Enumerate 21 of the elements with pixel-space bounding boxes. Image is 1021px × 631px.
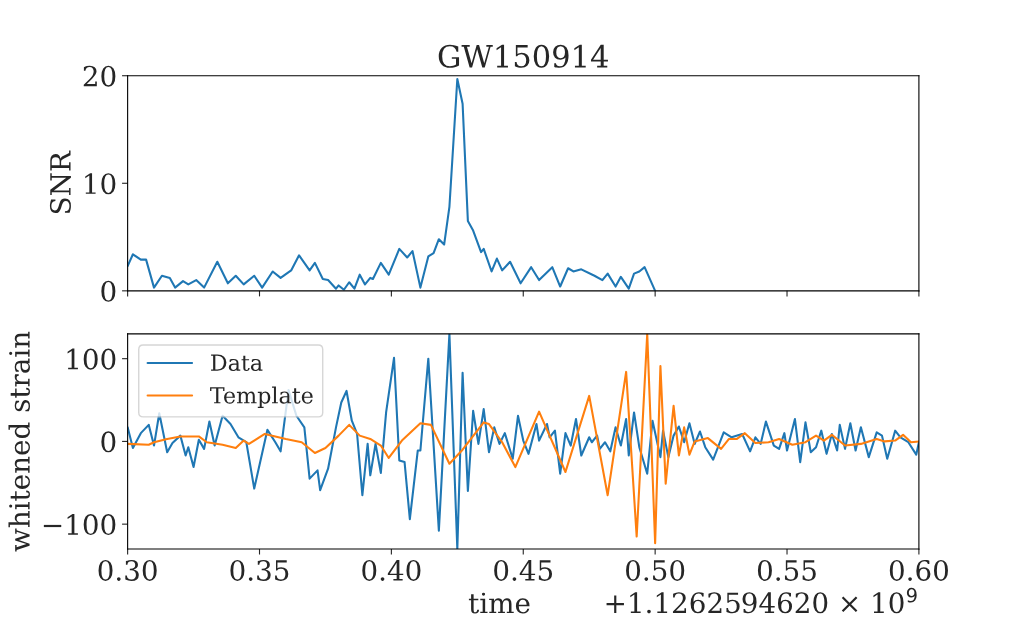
chart-title: GW150914 [438,44,608,68]
x-tick-label: 0.50 [626,559,685,581]
y-axis-title: SNR [49,150,71,214]
y-tick-label: 0 [101,280,116,302]
x-tick-label: 0.55 [757,559,816,581]
y-tick-label: −100 [43,514,116,536]
y-axis-title: whitened strain [8,331,30,552]
line-series [127,77,657,291]
y-tick-label: 10 [85,173,116,195]
text: +1.1262594620 × 10$^{9}$ [606,587,917,614]
legend-label: Template [210,386,313,408]
x-axis-title: time [468,592,530,614]
x-tick-label: 0.45 [494,559,553,581]
y-tick-label: 0 [101,431,116,453]
x-tick-label: 0.35 [230,559,289,581]
x-tick-label: 0.30 [98,559,157,581]
x-tick-label: 0.60 [889,559,948,581]
y-tick-label: 20 [83,65,116,87]
y-tick-label: 100 [67,348,116,370]
legend-label: Data [211,354,263,372]
x-tick-label: 0.40 [362,559,421,581]
